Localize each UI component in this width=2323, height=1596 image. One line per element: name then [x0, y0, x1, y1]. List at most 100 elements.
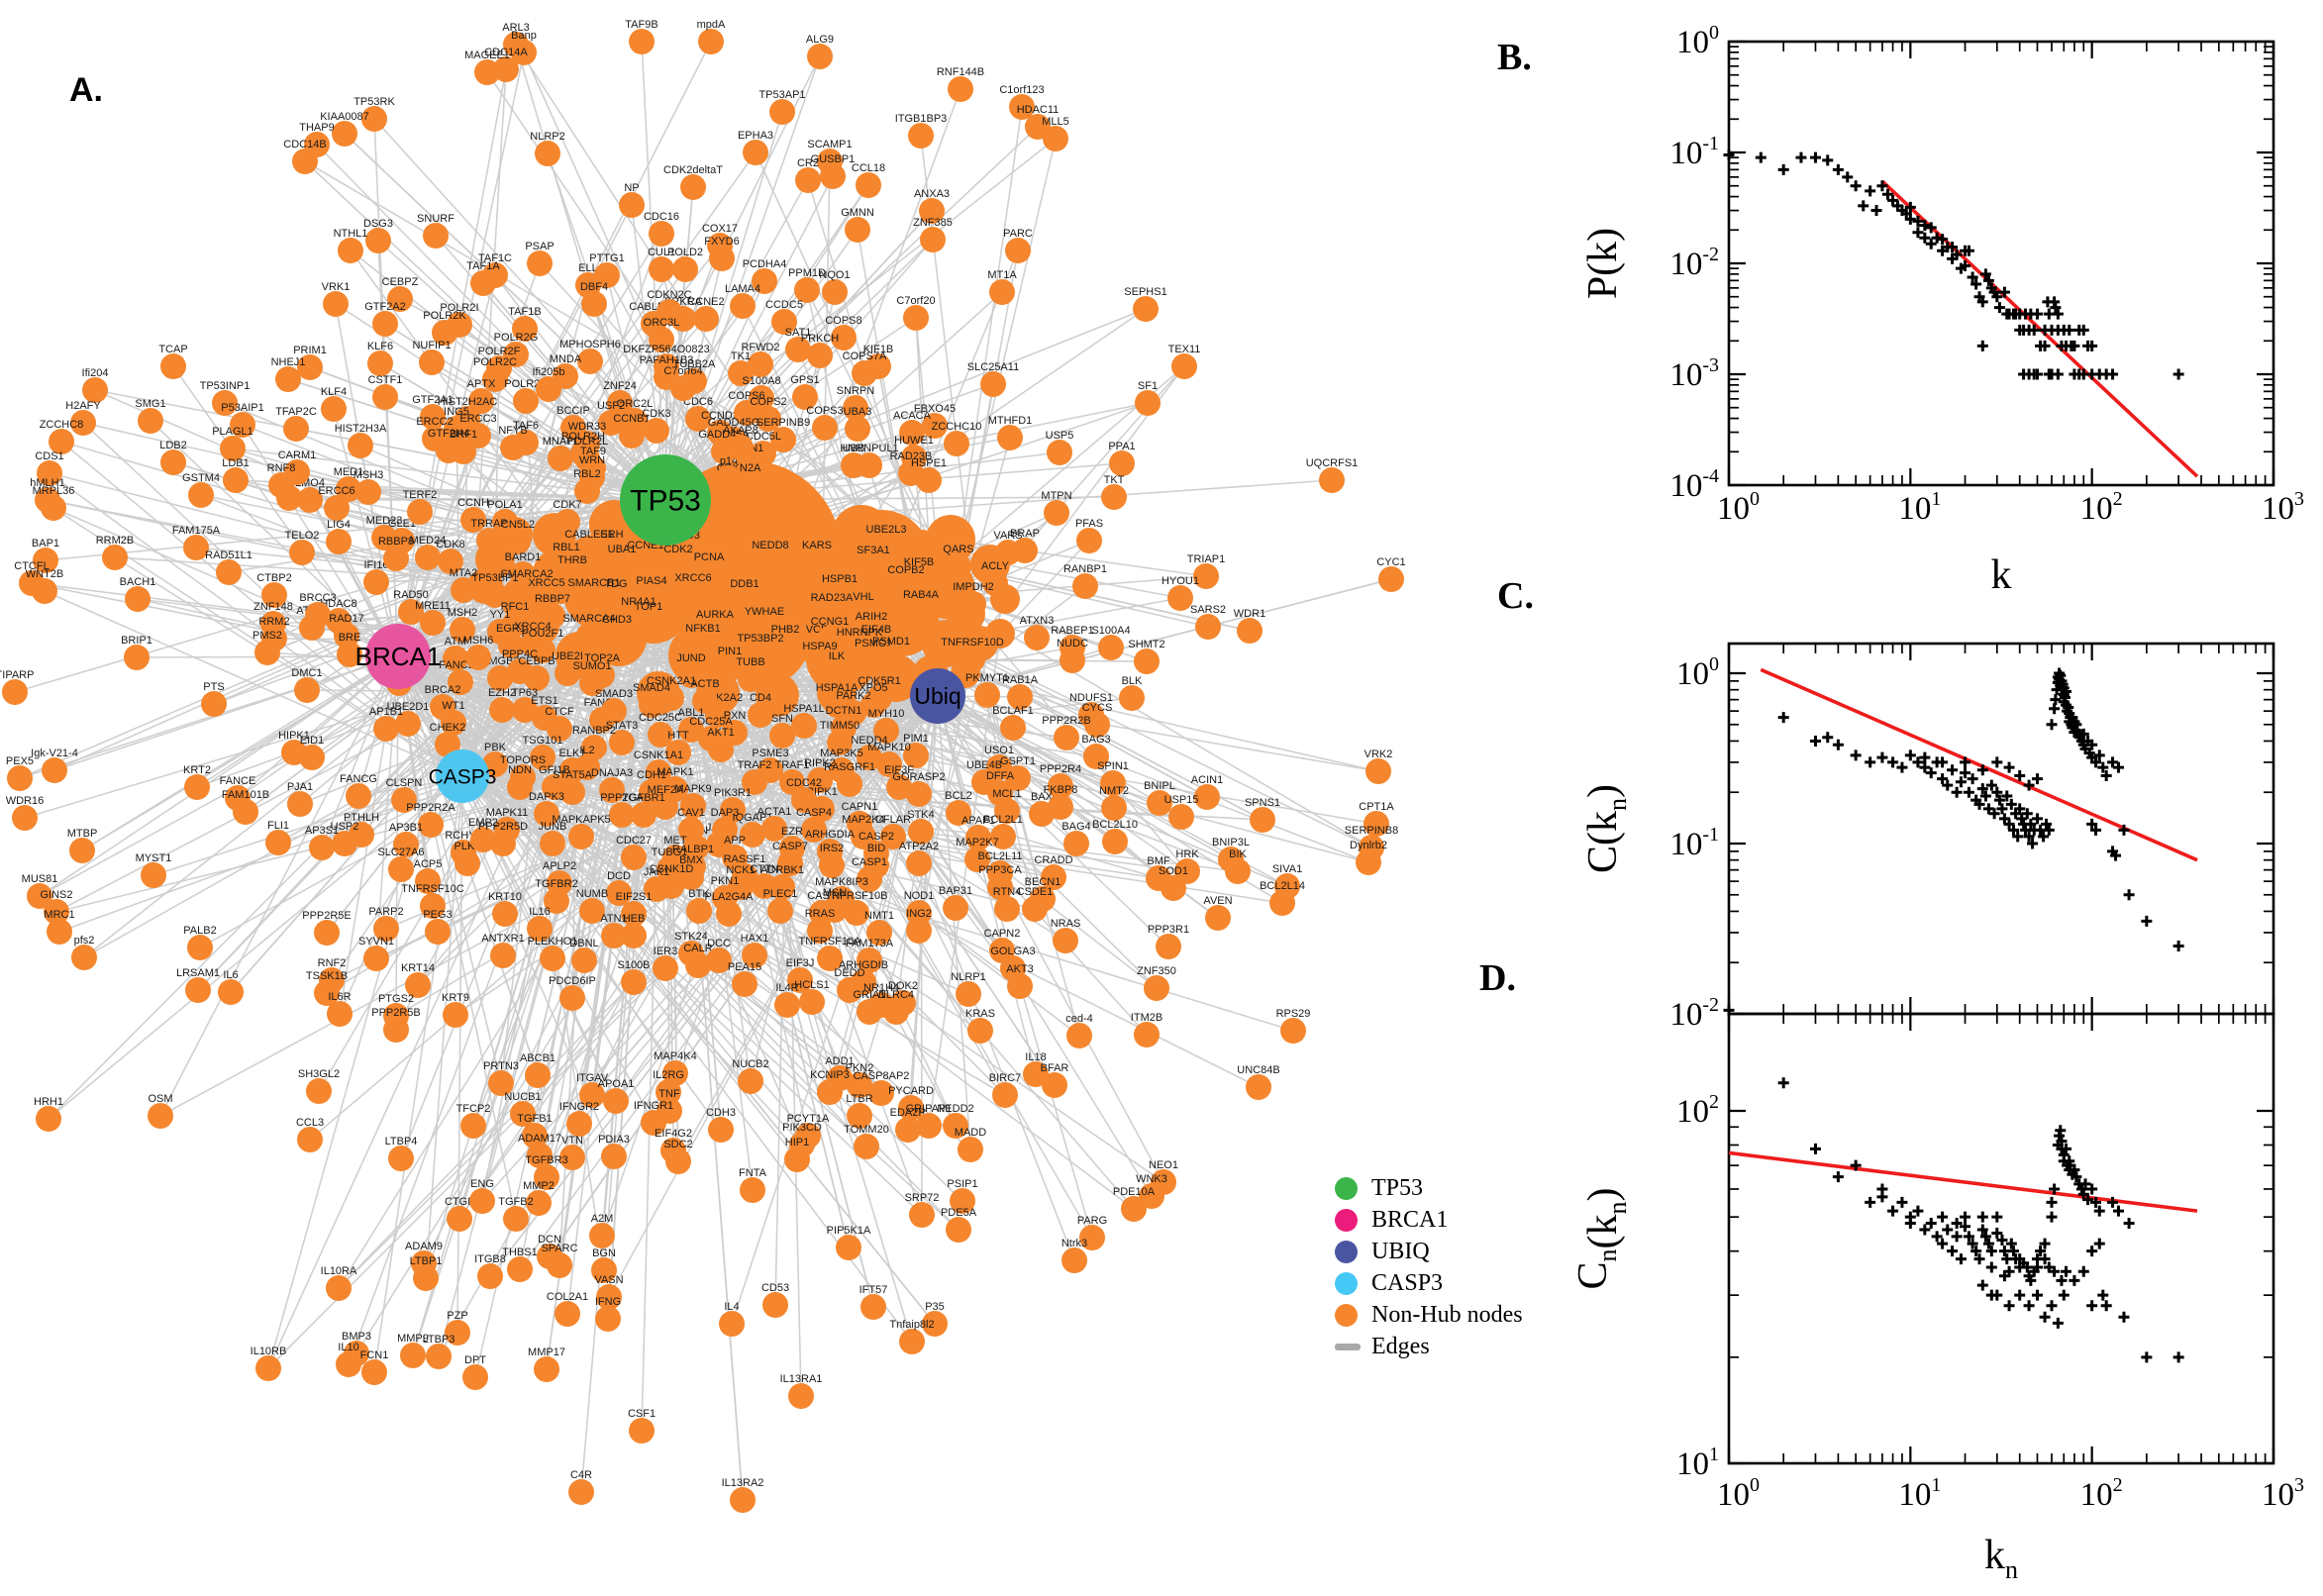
network-node: NHEJ1 — [271, 356, 306, 392]
network-node: MT1A — [987, 269, 1017, 305]
data-point — [1832, 1171, 1844, 1183]
node-label: IFI16 — [363, 559, 388, 571]
data-point — [1850, 180, 1862, 192]
data-point — [1822, 154, 1834, 166]
node-cluster-blob — [733, 525, 832, 624]
network-edge — [397, 268, 686, 657]
node-label: GADD45G — [708, 417, 760, 429]
data-point — [2023, 1300, 2035, 1312]
network-node: ZNF385 — [913, 217, 953, 252]
node-label: GPS1 — [790, 374, 819, 386]
node-label: SNURF — [417, 213, 454, 225]
network-edge — [237, 655, 399, 799]
node-label: S100A8 — [742, 375, 780, 387]
network-edge — [397, 655, 971, 1150]
fit-line — [1728, 1150, 2198, 1213]
network-node: GMNN — [841, 207, 874, 243]
node-label: GMNN — [841, 207, 874, 219]
data-point — [1991, 1211, 2003, 1223]
node-label: MED24 — [410, 535, 447, 547]
network-node: WNT2B — [26, 568, 64, 604]
data-point — [1993, 302, 2005, 314]
data-point — [2005, 1238, 2017, 1249]
data-point — [1947, 764, 1959, 776]
data-point — [1809, 151, 1821, 163]
node-label: TP53INP1 — [200, 380, 251, 392]
network-node: GPS1 — [790, 374, 820, 410]
data-point — [1947, 1246, 1959, 1257]
network-node: TRRAP — [470, 518, 508, 553]
network-node: FAM175A — [172, 525, 221, 560]
node-label: MPHOSPH6 — [559, 339, 621, 350]
node-label: WNT2B — [26, 568, 64, 580]
network-node: PPM1D — [788, 267, 826, 303]
node-label: RFWD2 — [741, 342, 779, 353]
network-edge — [608, 695, 939, 1298]
network-edge — [321, 655, 399, 848]
network-node: NLRP2 — [530, 131, 565, 166]
node-label: LDB2 — [159, 440, 187, 451]
node-label: NHEJ1 — [271, 356, 306, 368]
node-label: TAF9 — [580, 446, 606, 457]
data-point — [2031, 813, 2043, 825]
data-point — [1865, 756, 1876, 768]
network-node: CUL1 — [648, 247, 675, 282]
network-node: C1orf123 — [999, 84, 1045, 120]
data-point — [1896, 1196, 1908, 1208]
network-node: RRM2B — [96, 535, 134, 570]
network-node: RBL2 — [573, 468, 601, 504]
network-node: HIST2H3A — [335, 423, 387, 458]
plot-frame — [1727, 642, 2275, 1016]
legend-label: UBIQ — [1371, 1238, 1430, 1264]
network-node: TELO2 — [285, 530, 319, 565]
network-node: CTBP2 — [256, 572, 292, 608]
network-edge — [461, 775, 1006, 1096]
node-label: RBL2 — [573, 468, 601, 480]
legend-edge-dash — [1335, 1343, 1361, 1350]
network-node: CSTF1 — [368, 374, 402, 410]
node-label: NTHL1 — [334, 228, 368, 240]
node-label: TAF1C — [478, 252, 512, 264]
legend-color-dot — [1335, 1208, 1358, 1232]
node-label: USP5 — [1046, 430, 1074, 442]
network-node: TCAP — [158, 344, 188, 379]
data-point — [1951, 1231, 1963, 1243]
node-label: ITGB1BP3 — [895, 113, 948, 125]
data-point — [1832, 739, 1844, 750]
tick-label: 102 — [2080, 1474, 2123, 1513]
node-label: POLR2L — [566, 436, 608, 448]
network-node: POLR2B — [504, 378, 548, 414]
network-node: NUFIP1 — [412, 340, 452, 375]
data-point — [1991, 1289, 2003, 1301]
node-label: CDC6 — [683, 396, 713, 408]
network-node: TUBB2A — [673, 358, 716, 394]
network-node: TAF1B — [508, 306, 542, 342]
network-node: CDK8 — [436, 539, 465, 574]
node-label: H2AFY — [65, 400, 101, 412]
network-node: SLC25A11 — [967, 361, 1019, 397]
data-point — [2031, 1289, 2043, 1301]
network-node: ZCCHC10 — [932, 421, 981, 456]
data-point — [1896, 761, 1908, 773]
node-label: CDK8 — [436, 539, 464, 550]
node-label: MT1A — [987, 269, 1017, 281]
legend-item-casp3: CASP3 — [1335, 1267, 1523, 1299]
node-label: GTF2A1 — [412, 394, 454, 406]
tick-label: 10-1 — [1669, 133, 1719, 171]
data-point — [2077, 1265, 2089, 1277]
node-label: HSPE1 — [911, 457, 947, 469]
network-node: PTTG1 — [589, 252, 625, 288]
node-label: ERCC6 — [318, 485, 354, 497]
data-point — [1925, 1217, 1937, 1229]
legend-label: CASP3 — [1371, 1269, 1444, 1296]
network-node: PSAP — [525, 241, 555, 276]
node-label: ALG9 — [806, 34, 834, 46]
network-node: P53AIP1 — [221, 402, 264, 438]
node-label: SF1 — [1138, 380, 1158, 392]
network-node: MLL5 — [1042, 116, 1069, 151]
network-edge — [489, 695, 939, 1277]
network-node: POLD2 — [667, 247, 703, 282]
network-edge — [304, 160, 666, 501]
network-node: MAGEE1 — [464, 50, 510, 85]
